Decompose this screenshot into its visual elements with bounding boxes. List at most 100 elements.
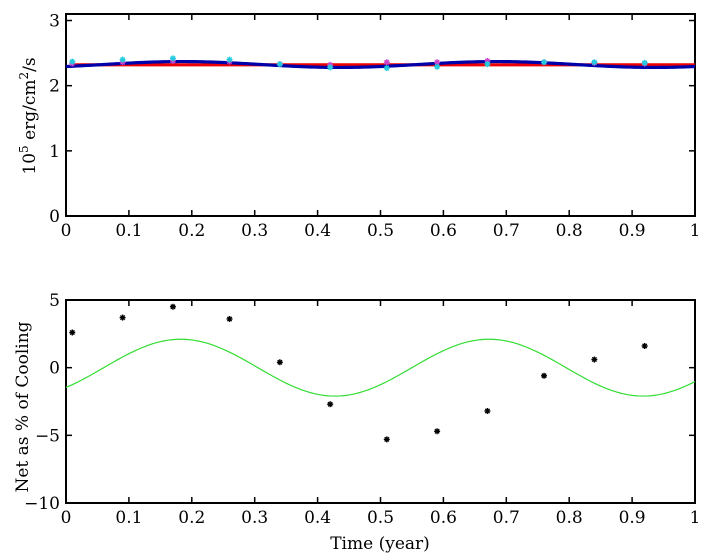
top-x-tick-label: 1 xyxy=(690,221,701,241)
top-series-3-point xyxy=(119,56,126,63)
top-series-3-point xyxy=(327,64,334,71)
top-y-label-base: 10 xyxy=(20,153,40,175)
top-y-tick-label: 0 xyxy=(49,207,60,227)
bottom-series-0-point xyxy=(434,428,441,435)
bottom-series-0-point-stroke xyxy=(642,343,648,349)
bottom-plot-area xyxy=(65,299,696,504)
top-series-3-point-stroke xyxy=(434,64,440,70)
top-x-tick-label: 0.8 xyxy=(556,221,583,241)
top-y-label-exp2: 2 xyxy=(17,72,31,80)
bottom-series-0-point xyxy=(119,314,126,321)
bottom-series-0-point-stroke xyxy=(226,316,233,322)
bottom-series-0-point xyxy=(226,315,233,322)
bottom-x-axis-label: Time (year) xyxy=(330,534,430,554)
bottom-series-0-point-stroke xyxy=(541,373,547,379)
bottom-series-0-point-stroke xyxy=(119,314,126,321)
bottom-y-axis-label: Net as % of Cooling xyxy=(13,321,33,492)
bottom-series-0-point-stroke xyxy=(591,356,597,363)
bottom-series-0-point-stroke xyxy=(384,436,390,443)
bottom-y-tick-label: 5 xyxy=(49,291,60,311)
top-series-3-point-stroke xyxy=(226,56,233,63)
top-x-tick-label: 0.7 xyxy=(493,221,520,241)
top-series-3-point-stroke xyxy=(170,55,176,61)
top-x-tick-label: 0.2 xyxy=(178,221,205,241)
top-series-3-point-stroke xyxy=(642,60,648,66)
bottom-series-1-line xyxy=(65,338,696,397)
top-series-3-point-stroke xyxy=(327,64,333,71)
bottom-chart-panel: 0 0.1 0.2 0.3 0.4 0.5 0.6 0.7 0.8 0.9 1 −10 −5 0 5 Net… xyxy=(13,291,700,554)
bottom-series-0-point xyxy=(276,359,283,366)
bottom-x-tick-label: 0.3 xyxy=(241,508,268,528)
bottom-axes-frame xyxy=(65,299,696,504)
top-y-tick-label: 2 xyxy=(49,77,60,97)
top-y-axis-label: 105 erg/cm2/s xyxy=(17,57,40,174)
top-y-label-exp1: 5 xyxy=(17,145,31,153)
top-series-3-point-stroke xyxy=(591,59,597,65)
top-x-tick-label: 0.4 xyxy=(304,221,331,241)
top-series-3-point-stroke xyxy=(277,61,283,67)
top-plot-area xyxy=(65,13,696,217)
bottom-x-tick-label: 0.9 xyxy=(619,508,646,528)
bottom-x-tick-label: 0.7 xyxy=(493,508,520,528)
bottom-series-0-point-stroke xyxy=(170,304,176,310)
top-series-3-point xyxy=(169,55,176,62)
top-series-3-point xyxy=(541,59,548,66)
top-y-label-tail: /s xyxy=(20,57,40,71)
top-series-3-point xyxy=(591,59,598,66)
top-x-tick-label: 0.9 xyxy=(619,221,646,241)
top-chart-marks xyxy=(65,55,696,72)
bottom-series-0-point-stroke xyxy=(484,408,491,414)
top-series-3-point-stroke xyxy=(541,59,547,65)
bottom-y-tick-label: −10 xyxy=(24,494,60,514)
top-series-3-point xyxy=(383,65,390,72)
bottom-series-0-point xyxy=(327,401,334,408)
bottom-x-tick-label: 0.2 xyxy=(178,508,205,528)
top-series-2-point-stroke xyxy=(384,59,390,65)
top-series-3-point xyxy=(69,58,76,65)
bottom-series-0-point xyxy=(591,356,598,363)
bottom-x-tick-label: 0.6 xyxy=(430,508,457,528)
bottom-x-tick-label: 0.8 xyxy=(556,508,583,528)
bottom-series-0-point xyxy=(541,372,548,379)
top-x-tick-label: 0.5 xyxy=(367,221,394,241)
top-series-3-point xyxy=(641,59,648,66)
bottom-series-0-point-stroke xyxy=(327,401,333,407)
top-x-tick-label: 0.6 xyxy=(430,221,457,241)
top-series-1-line xyxy=(65,59,696,70)
top-series-3-point xyxy=(226,56,233,63)
top-y-tick-label: 1 xyxy=(49,142,60,162)
top-x-tick-label: 0 xyxy=(61,221,72,241)
top-series-2-point-stroke xyxy=(434,59,440,65)
bottom-y-tick-label: −5 xyxy=(35,426,60,446)
bottom-series-0-point-stroke xyxy=(69,329,75,336)
bottom-x-tick-label: 0.4 xyxy=(304,508,331,528)
top-chart-ticks: 0 0.1 0.2 0.3 0.4 0.5 0.6 0.7 0.8 0.9 1 0 1 2 3 xyxy=(49,12,700,241)
bottom-series-0-point xyxy=(169,303,176,310)
bottom-y-tick-label: 0 xyxy=(49,359,60,379)
bottom-chart-ticks: 0 0.1 0.2 0.3 0.4 0.5 0.6 0.7 0.8 0.9 1 −10 −5 0 5 xyxy=(24,291,700,528)
bottom-x-tick-label: 0.1 xyxy=(115,508,142,528)
top-y-label-mid: erg/cm xyxy=(20,79,40,145)
top-axes-frame xyxy=(65,13,696,217)
bottom-x-tick-label: 0 xyxy=(61,508,72,528)
bottom-series-0-point xyxy=(69,329,76,336)
top-series-3-point xyxy=(276,61,283,68)
top-x-tick-label: 0.3 xyxy=(241,221,268,241)
bottom-x-tick-label: 0.5 xyxy=(367,508,394,528)
top-y-tick-label: 3 xyxy=(49,12,60,32)
bottom-series-0-point xyxy=(641,343,648,350)
top-series-3-point xyxy=(484,61,491,68)
bottom-series-0-point xyxy=(484,407,491,414)
top-x-tick-label: 0.1 xyxy=(115,221,142,241)
top-series-3-point-stroke xyxy=(484,61,491,67)
bottom-x-tick-label: 1 xyxy=(690,508,701,528)
top-series-3-point xyxy=(434,63,441,70)
top-series-3-point-stroke xyxy=(119,56,126,63)
top-series-2-point xyxy=(383,59,390,66)
top-series-3-point-stroke xyxy=(384,65,390,71)
bottom-chart-marks xyxy=(65,303,696,443)
bottom-series-0-point-stroke xyxy=(434,428,440,434)
top-series-3-point-stroke xyxy=(69,58,75,65)
